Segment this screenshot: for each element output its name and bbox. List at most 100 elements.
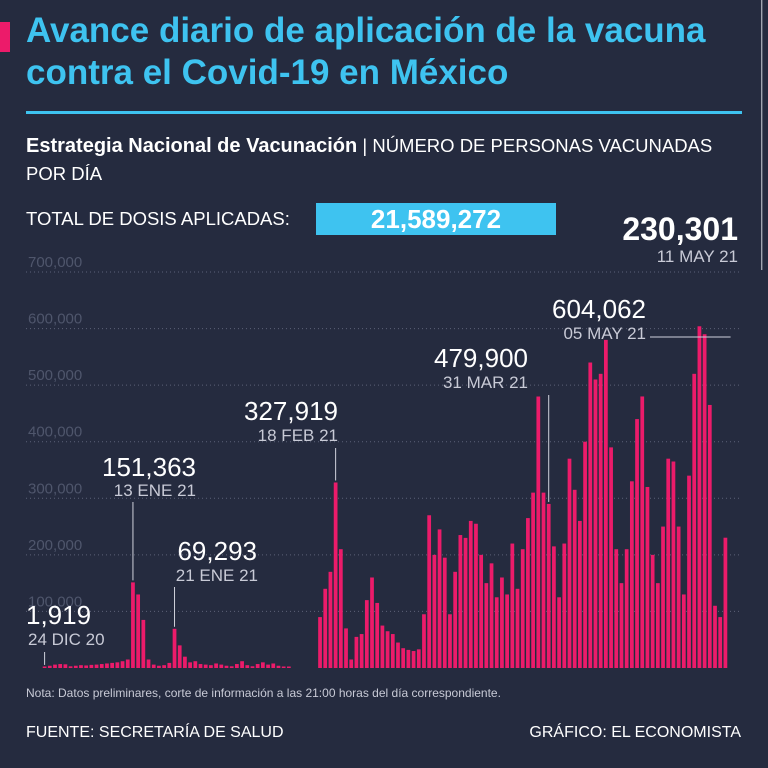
chart-bars — [42, 326, 728, 668]
annotation-date: 18 FEB 21 — [258, 426, 338, 445]
bar — [593, 379, 598, 668]
bar — [578, 520, 582, 668]
bar — [588, 362, 593, 668]
bar — [255, 664, 260, 668]
bar — [546, 503, 551, 668]
bar — [468, 520, 473, 668]
bar — [162, 665, 166, 668]
bar — [432, 554, 437, 668]
bar — [505, 594, 509, 668]
bar — [645, 486, 650, 668]
bar — [344, 628, 348, 668]
bar — [427, 515, 432, 668]
y-tick-label: 400,000 — [28, 424, 82, 441]
y-tick-label: 600,000 — [28, 311, 82, 328]
bar — [609, 447, 613, 668]
data-note: Nota: Datos preliminares, corte de infor… — [26, 686, 501, 700]
bar — [692, 373, 697, 668]
y-tick-label: 700,000 — [28, 254, 82, 271]
bar — [458, 535, 463, 668]
annotation-date: 11 MAY 21 — [657, 247, 738, 266]
chart-subtitle: Estrategia Nacional de Vacunación | NÚME… — [26, 132, 746, 187]
title-divider — [26, 111, 742, 114]
bar — [375, 602, 380, 668]
bar — [261, 662, 265, 668]
bar — [697, 326, 702, 668]
bar — [172, 628, 177, 668]
bar — [406, 649, 411, 668]
total-doses-label: TOTAL DE DOSIS APLICADAS: — [26, 208, 290, 229]
y-tick-label: 300,000 — [28, 480, 82, 497]
bar — [318, 617, 322, 668]
bar — [515, 588, 520, 668]
bar — [416, 649, 421, 668]
bar — [474, 523, 478, 668]
annotation-value: 69,293 — [177, 536, 257, 566]
bar — [105, 663, 109, 668]
bar — [177, 645, 182, 668]
bar — [224, 665, 229, 668]
bar — [463, 537, 468, 668]
bar — [723, 537, 728, 668]
bar — [531, 492, 535, 668]
bar — [364, 600, 369, 668]
bar — [640, 396, 645, 668]
bar — [276, 665, 281, 668]
bar — [286, 666, 291, 668]
bar — [489, 563, 494, 668]
bar — [141, 619, 146, 668]
bar — [131, 582, 135, 668]
bar — [380, 625, 385, 668]
bar — [333, 482, 338, 668]
annotation-value: 604,062 — [552, 294, 646, 324]
annotation-value: 479,900 — [434, 343, 528, 373]
bar — [219, 664, 224, 668]
annotation-date: 05 MAY 21 — [563, 324, 646, 343]
bar — [120, 661, 125, 668]
bar — [401, 648, 406, 668]
annotation-date: 24 DIC 20 — [28, 630, 105, 649]
bar — [271, 663, 276, 668]
bar — [390, 634, 395, 668]
page-title: Avance diario de aplicación de la vacuna… — [26, 11, 706, 92]
bar — [63, 664, 68, 668]
bar — [702, 334, 707, 668]
bar — [385, 631, 390, 668]
title-accent-bar — [0, 22, 10, 52]
bar — [520, 549, 525, 668]
bar — [629, 481, 634, 668]
bar — [136, 594, 141, 668]
bar — [396, 642, 400, 668]
bar — [188, 662, 192, 668]
bar — [614, 549, 619, 668]
bar — [713, 605, 717, 668]
bar — [676, 526, 681, 668]
bar — [115, 662, 120, 668]
y-tick-label: 200,000 — [28, 537, 82, 554]
bar — [323, 588, 328, 668]
bar — [198, 664, 203, 668]
bar — [635, 419, 639, 668]
bar — [552, 546, 556, 668]
bar — [235, 664, 239, 668]
bar — [250, 666, 255, 668]
bar — [479, 554, 484, 668]
bar — [604, 339, 608, 668]
bar — [661, 526, 665, 668]
bar — [110, 662, 115, 668]
bar — [619, 583, 624, 668]
total-doses-value: 21,589,272 — [316, 203, 556, 235]
bar — [453, 571, 458, 668]
source-credit: FUENTE: SECRETARÍA DE SALUD — [26, 724, 284, 741]
bar — [718, 617, 723, 668]
bar — [557, 597, 561, 668]
bar — [354, 636, 359, 668]
bar — [84, 665, 89, 668]
bar — [68, 666, 73, 668]
bar — [572, 489, 577, 668]
bar — [370, 577, 374, 668]
graphic-credit: GRÁFICO: EL ECONOMISTA — [529, 724, 741, 741]
bar — [94, 664, 99, 668]
